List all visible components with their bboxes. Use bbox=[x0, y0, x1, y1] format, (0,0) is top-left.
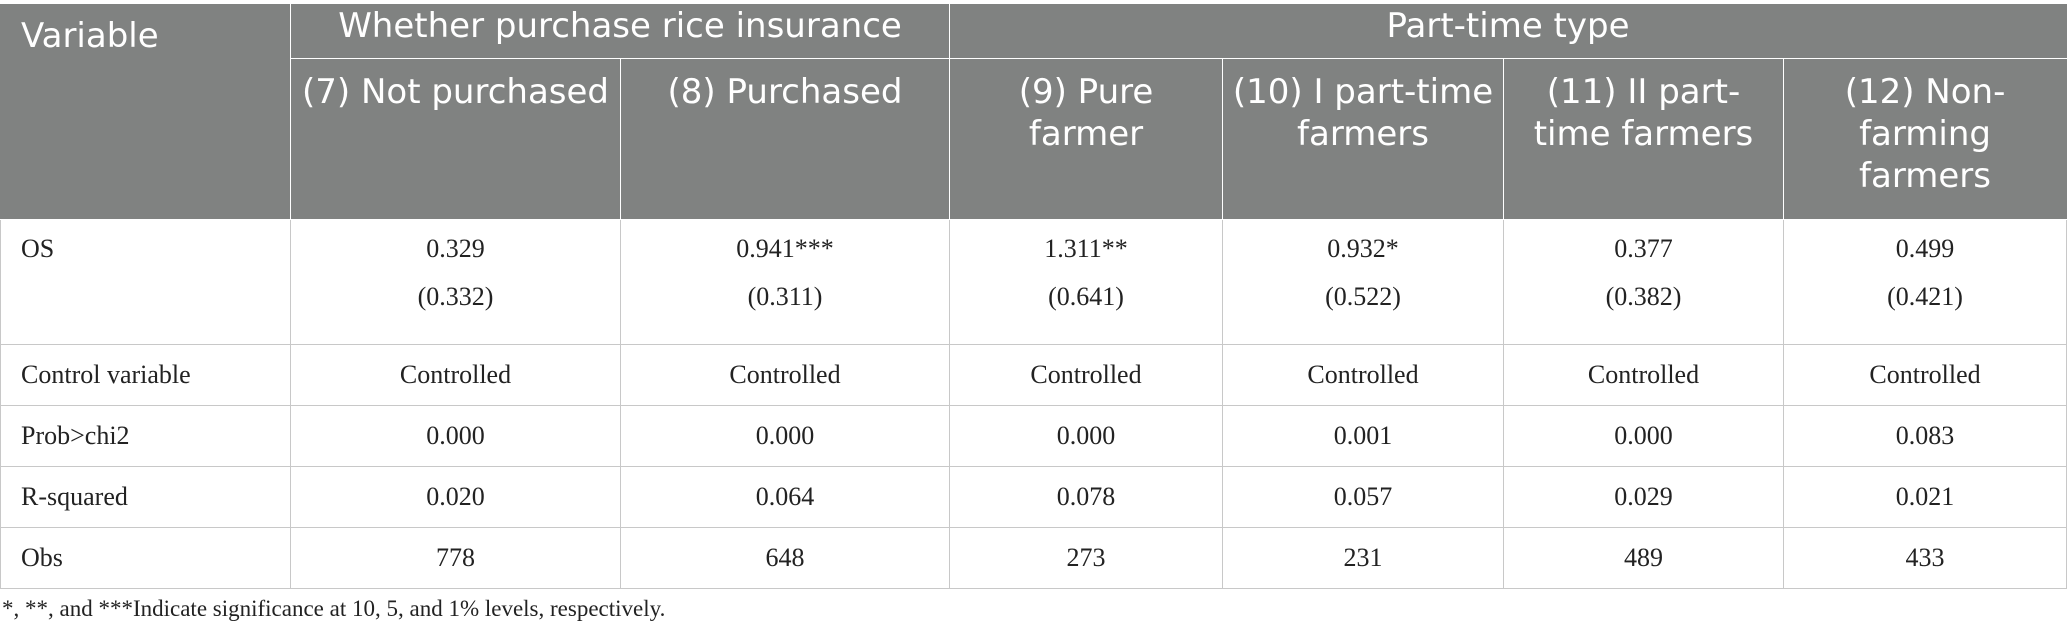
table-cell: 273 bbox=[949, 527, 1223, 589]
table-cell: 0.001 bbox=[1222, 405, 1504, 467]
table-cell: Controlled bbox=[1503, 344, 1784, 406]
coefficient: 1.311** bbox=[1044, 234, 1128, 263]
table-cell: 433 bbox=[1782, 527, 2068, 589]
table-cell: 0.000 bbox=[949, 405, 1223, 467]
group-header-insurance: Whether purchase rice insurance bbox=[290, 4, 950, 59]
coefficient: 0.499 bbox=[1895, 234, 1955, 263]
table-cell: 231 bbox=[1222, 527, 1504, 589]
column-header: (12) Non-farming farmers bbox=[1782, 58, 2068, 220]
table-cell: 0.000 bbox=[620, 405, 950, 467]
table-row-control-variable: Control variable Controlled Controlled C… bbox=[0, 344, 2068, 406]
table-cell: 0.083 bbox=[1782, 405, 2068, 467]
table-cell: 0.057 bbox=[1222, 466, 1504, 528]
coefficient: 0.932* bbox=[1327, 234, 1399, 263]
row-label: OS bbox=[0, 219, 291, 345]
coefficient: 0.329 bbox=[426, 234, 485, 263]
standard-error: (0.332) bbox=[417, 282, 494, 311]
regression-table: Variable Whether purchase rice insurance… bbox=[0, 4, 2068, 589]
table-cell: 0.000 bbox=[290, 405, 621, 467]
table-row-os: OS 0.329 (0.332) 0.941*** (0.311) 1.311** (… bbox=[0, 219, 2068, 345]
table-footnote: *, **, and ***Indicate significance at 1… bbox=[2, 596, 666, 621]
standard-error: (0.641) bbox=[1048, 282, 1124, 311]
standard-error: (0.522) bbox=[1325, 282, 1401, 311]
table-cell: 0.021 bbox=[1782, 466, 2068, 528]
column-header: (10) I part-time farmers bbox=[1222, 58, 1504, 220]
standard-error: (0.311) bbox=[747, 282, 823, 311]
table-cell: 0.499 (0.421) bbox=[1782, 219, 2068, 345]
row-label: Prob>chi2 bbox=[0, 405, 291, 467]
table-cell: Controlled bbox=[949, 344, 1223, 406]
standard-error: (0.382) bbox=[1605, 282, 1682, 311]
table-cell: 648 bbox=[620, 527, 950, 589]
table-cell: 0.029 bbox=[1503, 466, 1784, 528]
table-cell: 0.377 (0.382) bbox=[1503, 219, 1784, 345]
table-cell: 0.000 bbox=[1503, 405, 1784, 467]
table-cell: Controlled bbox=[1782, 344, 2068, 406]
standard-error: (0.421) bbox=[1887, 282, 1963, 311]
table-cell: 0.078 bbox=[949, 466, 1223, 528]
column-header: (9) Pure farmer bbox=[949, 58, 1223, 220]
row-label: Obs bbox=[0, 527, 291, 589]
row-label: R-squared bbox=[0, 466, 291, 528]
column-header: (8) Purchased bbox=[620, 58, 950, 220]
column-header-row: (7) Not purchased (8) Purchased (9) Pure… bbox=[1, 58, 2068, 220]
row-label: Control variable bbox=[0, 344, 291, 406]
table-cell: Controlled bbox=[620, 344, 950, 406]
table-cell: 0.932* (0.522) bbox=[1222, 219, 1504, 345]
table-row-obs: Obs 778 648 273 231 489 433 bbox=[0, 527, 2068, 589]
table-cell: Controlled bbox=[290, 344, 621, 406]
table-cell: 0.064 bbox=[620, 466, 950, 528]
table-cell: Controlled bbox=[1222, 344, 1504, 406]
table-cell: 1.311** (0.641) bbox=[949, 219, 1223, 345]
table-cell: 0.020 bbox=[290, 466, 621, 528]
table-cell: 778 bbox=[290, 527, 621, 589]
table-cell: 0.329 (0.332) bbox=[290, 219, 621, 345]
column-header: (7) Not purchased bbox=[290, 58, 621, 220]
coefficient: 0.377 bbox=[1614, 234, 1673, 263]
table-row-prob-chi2: Prob>chi2 0.000 0.000 0.000 0.001 0.000 … bbox=[0, 405, 2068, 467]
table-cell: 0.941*** (0.311) bbox=[620, 219, 950, 345]
table-cell: 489 bbox=[1503, 527, 1784, 589]
table-row-r-squared: R-squared 0.020 0.064 0.078 0.057 0.029 … bbox=[0, 466, 2068, 528]
group-header-part-time: Part-time type bbox=[948, 4, 2068, 59]
variable-header: Variable bbox=[0, 4, 291, 220]
coefficient: 0.941*** bbox=[736, 234, 834, 263]
column-header: (11) II part-time farmers bbox=[1503, 58, 1784, 220]
group-header-row: Variable Whether purchase rice insurance… bbox=[0, 4, 2068, 220]
